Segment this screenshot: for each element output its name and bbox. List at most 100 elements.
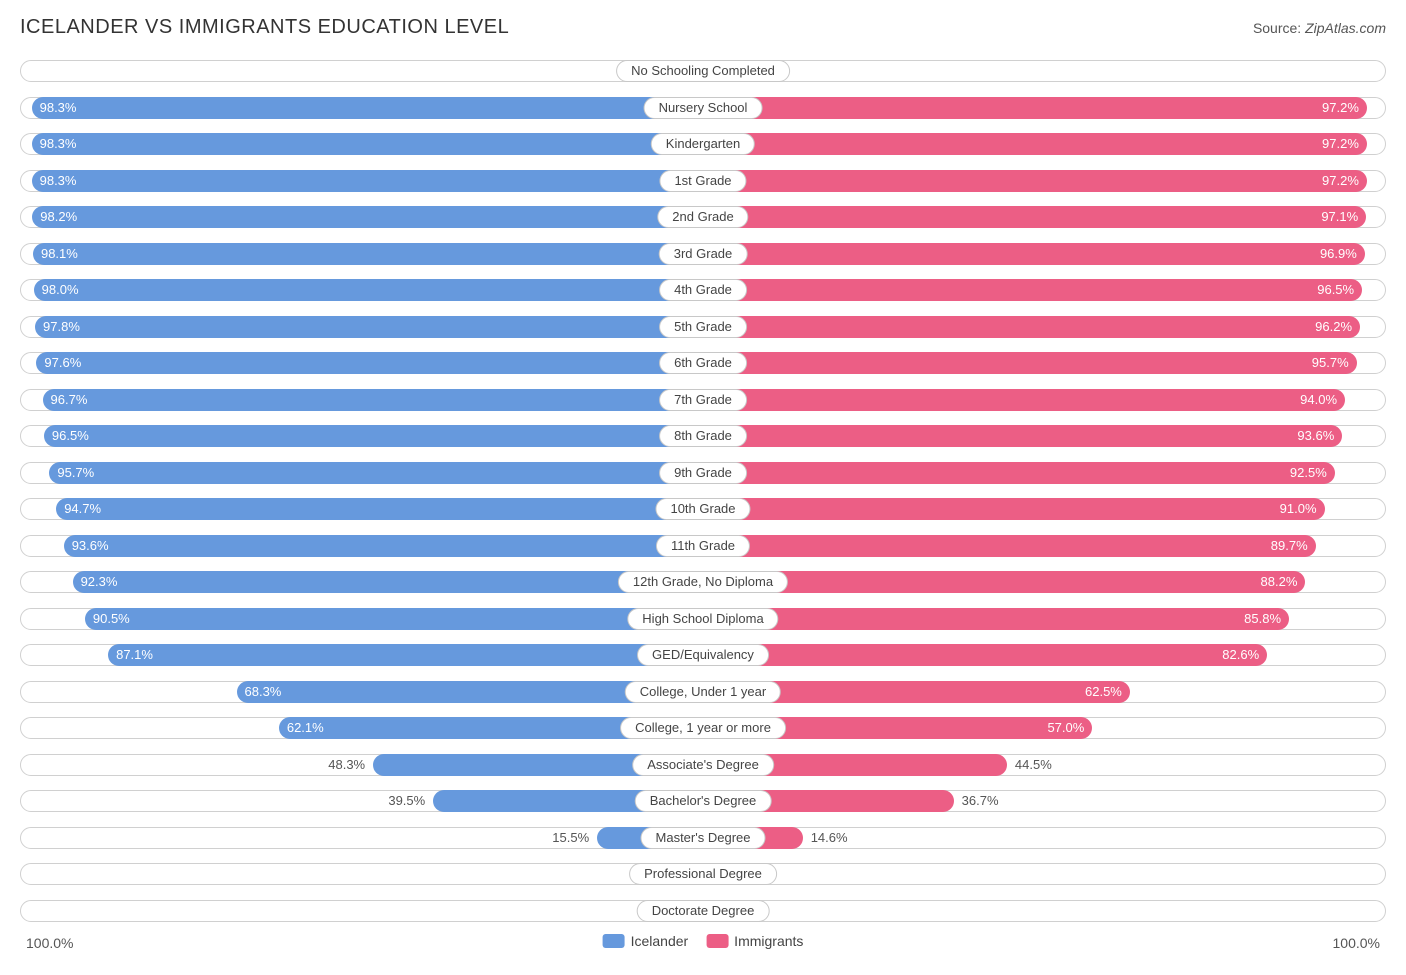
bar-right [703,425,1342,447]
chart-row: 98.3%97.2%1st Grade [20,167,1386,196]
bar-left [33,243,703,265]
chart-header: ICELANDER VS IMMIGRANTS EDUCATION LEVEL … [20,16,1386,39]
category-label: 11th Grade [656,535,750,557]
chart-row: 95.7%92.5%9th Grade [20,459,1386,488]
chart-row: 96.5%93.6%8th Grade [20,422,1386,451]
bar-right [703,316,1360,338]
value-right: 96.2% [1307,316,1360,338]
category-label: 9th Grade [659,462,747,484]
chart-title: ICELANDER VS IMMIGRANTS EDUCATION LEVEL [20,16,509,39]
chart-row: 98.1% 96.9% 3rd Grade [20,240,1386,269]
chart-row: 62.1%57.0%College, 1 year or more [20,714,1386,743]
value-right: 89.7% [1263,535,1316,557]
bar-left [64,535,703,557]
value-right: 95.7% [1304,352,1357,374]
chart-row: 2.1%1.8%Doctorate Degree [20,897,1386,926]
bar-right [703,243,1365,265]
value-left: 96.7% [43,389,96,411]
bar-left [35,316,703,338]
value-right: 96.5% [1309,279,1362,301]
category-label: 7th Grade [659,389,747,411]
value-left: 96.5% [44,425,97,447]
value-right: 92.5% [1282,462,1335,484]
bar-left [34,279,703,301]
chart-row: 98.2%97.1%2nd Grade [20,203,1386,232]
chart-row: 48.3%44.5%Associate's Degree [20,751,1386,780]
bar-left [32,97,703,119]
chart-row: 1.7%2.8%No Schooling Completed [20,57,1386,86]
value-right: 62.5% [1077,681,1130,703]
value-left: 92.3% [73,571,126,593]
bar-left [32,170,703,192]
axis-right-label: 100.0% [1333,935,1380,951]
category-label: 5th Grade [659,316,747,338]
bar-right [703,535,1316,557]
bar-right [703,133,1367,155]
chart-legend: Icelander Immigrants [603,933,804,949]
chart-row: 97.6%95.7%6th Grade [20,349,1386,378]
value-left: 98.1% [33,243,86,265]
bar-right [703,571,1305,593]
value-left: 39.5% [380,790,433,812]
bar-right [703,608,1289,630]
value-left: 98.2% [32,206,85,228]
bar-right [703,352,1357,374]
legend-label-left: Icelander [631,933,689,949]
value-right: 93.6% [1289,425,1342,447]
value-left: 97.6% [36,352,89,374]
chart-source: Source: ZipAtlas.com [1253,20,1386,36]
category-label: Doctorate Degree [637,900,770,922]
chart-row: 98.3% 97.2% Nursery School [20,94,1386,123]
category-label: 4th Grade [659,279,747,301]
chart-row: 97.8%96.2%5th Grade [20,313,1386,342]
category-label: 1st Grade [659,170,746,192]
category-label: Kindergarten [651,133,755,155]
chart-row: 90.5%85.8%High School Diploma [20,605,1386,634]
category-label: College, 1 year or more [620,717,786,739]
chart-row: 87.1%82.6%GED/Equivalency [20,641,1386,670]
legend-item-right: Immigrants [706,933,803,949]
bar-right [703,97,1367,119]
category-label: GED/Equivalency [637,644,769,666]
bar-left [44,425,703,447]
axis-left-label: 100.0% [26,935,73,951]
category-label: Master's Degree [641,827,766,849]
bar-right [703,170,1367,192]
value-right: 85.8% [1236,608,1289,630]
category-label: High School Diploma [627,608,778,630]
value-left: 68.3% [237,681,290,703]
chart-row: 68.3%62.5%College, Under 1 year [20,678,1386,707]
value-right: 97.2% [1314,170,1367,192]
value-left: 98.0% [34,279,87,301]
value-right: 82.6% [1214,644,1267,666]
bar-right [703,389,1345,411]
value-right: 97.2% [1314,97,1367,119]
source-name: ZipAtlas.com [1305,20,1386,36]
value-left: 15.5% [544,827,597,849]
category-label: 3rd Grade [659,243,748,265]
value-right: 96.9% [1312,243,1365,265]
source-prefix: Source: [1253,20,1305,36]
value-right: 44.5% [1007,754,1060,776]
category-label: No Schooling Completed [616,60,790,82]
value-left: 62.1% [279,717,332,739]
value-left: 98.3% [32,133,85,155]
chart-row: 39.5%36.7%Bachelor's Degree [20,787,1386,816]
bar-left [73,571,703,593]
category-label: Professional Degree [629,863,777,885]
bar-left [85,608,703,630]
bar-right [703,498,1325,520]
bar-left [49,462,703,484]
category-label: Nursery School [644,97,763,119]
legend-swatch-right [706,934,728,948]
bar-right [703,206,1366,228]
legend-swatch-left [603,934,625,948]
bar-left [108,644,703,666]
value-left: 98.3% [32,97,85,119]
value-right: 94.0% [1292,389,1345,411]
bar-left [32,133,703,155]
bar-left [43,389,703,411]
chart-row: 96.7% 94.0% 7th Grade [20,386,1386,415]
bar-right [703,279,1362,301]
bar-right [703,462,1335,484]
